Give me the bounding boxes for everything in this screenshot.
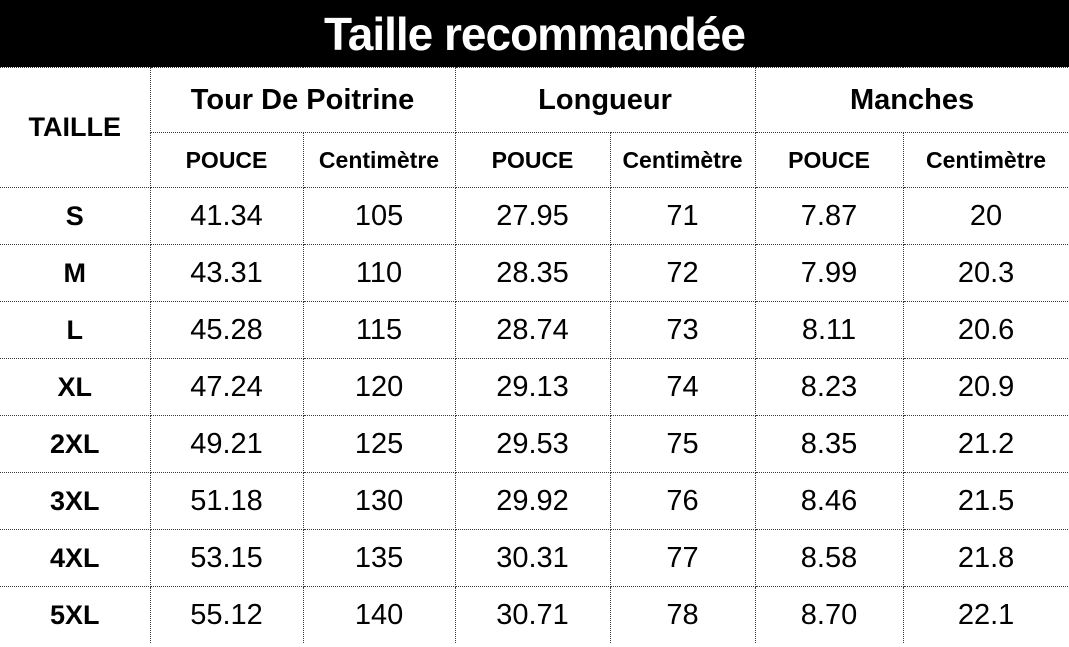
unit-header-centimetre: Centimètre (609, 132, 756, 188)
table-body: S 41.34 105 27.95 71 7.87 20 M 43.31 110 28.35 72 7.… (0, 187, 1069, 643)
table-row: 4XL 53.15 135 30.31 77 8.58 21.8 (0, 529, 1069, 587)
measurement-value: 125 (302, 415, 456, 473)
measurement-value: 28.35 (454, 244, 611, 302)
unit-header-pouce: POUCE (754, 132, 904, 188)
table-row: 3XL 51.18 130 29.92 76 8.46 21.5 (0, 472, 1069, 530)
measurement-value: 140 (302, 586, 456, 643)
measurement-value: 78 (609, 586, 756, 643)
measurement-value: 28.74 (454, 301, 611, 359)
measurement-value: 8.11 (754, 301, 904, 359)
size-chart-table: TAILLE Tour De Poitrine Longueur Manches… (0, 67, 1069, 643)
measurement-value: 8.23 (754, 358, 904, 416)
table-row: S 41.34 105 27.95 71 7.87 20 (0, 187, 1069, 245)
measurement-value: 45.28 (149, 301, 304, 359)
unit-header-centimetre: Centimètre (302, 132, 456, 188)
column-group-manches: Manches (754, 67, 1069, 133)
measurement-value: 8.70 (754, 586, 904, 643)
measurement-value: 55.12 (149, 586, 304, 643)
measurement-value: 29.53 (454, 415, 611, 473)
unit-header-centimetre: Centimètre (902, 132, 1069, 188)
table-row: 2XL 49.21 125 29.53 75 8.35 21.2 (0, 415, 1069, 473)
measurement-value: 115 (302, 301, 456, 359)
size-label: S (0, 187, 151, 245)
table-header: TAILLE Tour De Poitrine Longueur Manches… (0, 67, 1069, 188)
title-bar: Taille recommandée (0, 0, 1069, 67)
column-header-taille: TAILLE (0, 67, 151, 188)
measurement-value: 77 (609, 529, 756, 587)
page-title: Taille recommandée (324, 7, 746, 60)
table-row: XL 47.24 120 29.13 74 8.23 20.9 (0, 358, 1069, 416)
size-label: L (0, 301, 151, 359)
measurement-value: 20.3 (902, 244, 1069, 302)
measurement-value: 76 (609, 472, 756, 530)
group-header-row: TAILLE Tour De Poitrine Longueur Manches (0, 67, 1069, 188)
measurement-value: 27.95 (454, 187, 611, 245)
measurement-value: 21.8 (902, 529, 1069, 587)
measurement-value: 49.21 (149, 415, 304, 473)
measurement-value: 29.13 (454, 358, 611, 416)
measurement-value: 75 (609, 415, 756, 473)
table-row: L 45.28 115 28.74 73 8.11 20.6 (0, 301, 1069, 359)
measurement-value: 110 (302, 244, 456, 302)
measurement-value: 74 (609, 358, 756, 416)
column-group-tour-de-poitrine: Tour De Poitrine (149, 67, 456, 133)
size-label: XL (0, 358, 151, 416)
size-label: 5XL (0, 586, 151, 643)
measurement-value: 73 (609, 301, 756, 359)
table-row: M 43.31 110 28.35 72 7.99 20.3 (0, 244, 1069, 302)
measurement-value: 20.6 (902, 301, 1069, 359)
unit-header-pouce: POUCE (150, 132, 304, 188)
measurement-value: 41.34 (149, 187, 304, 245)
measurement-value: 20.9 (902, 358, 1069, 416)
unit-header-row: POUCE Centimètre POUCE Centimètre POUCE … (0, 132, 1069, 188)
table-row: 5XL 55.12 140 30.71 78 8.70 22.1 (0, 586, 1069, 643)
measurement-value: 22.1 (902, 586, 1069, 643)
measurement-value: 72 (609, 244, 756, 302)
measurement-value: 53.15 (149, 529, 304, 587)
measurement-value: 20 (902, 187, 1069, 245)
measurement-value: 21.5 (902, 472, 1069, 530)
size-label: 4XL (0, 529, 151, 587)
measurement-value: 30.71 (454, 586, 611, 643)
unit-header-pouce: POUCE (454, 132, 611, 188)
measurement-value: 7.87 (754, 187, 904, 245)
measurement-value: 8.46 (754, 472, 904, 530)
size-label: 2XL (0, 415, 151, 473)
measurement-value: 7.99 (754, 244, 904, 302)
measurement-value: 120 (302, 358, 456, 416)
measurement-value: 21.2 (902, 415, 1069, 473)
measurement-value: 105 (302, 187, 456, 245)
size-label: 3XL (0, 472, 151, 530)
size-label: M (0, 244, 151, 302)
measurement-value: 71 (609, 187, 756, 245)
measurement-value: 135 (302, 529, 456, 587)
measurement-value: 51.18 (149, 472, 304, 530)
column-group-longueur: Longueur (454, 67, 756, 133)
measurement-value: 8.35 (754, 415, 904, 473)
measurement-value: 29.92 (454, 472, 611, 530)
measurement-value: 8.58 (754, 529, 904, 587)
measurement-value: 43.31 (149, 244, 304, 302)
measurement-value: 30.31 (454, 529, 611, 587)
measurement-value: 130 (302, 472, 456, 530)
measurement-value: 47.24 (149, 358, 304, 416)
